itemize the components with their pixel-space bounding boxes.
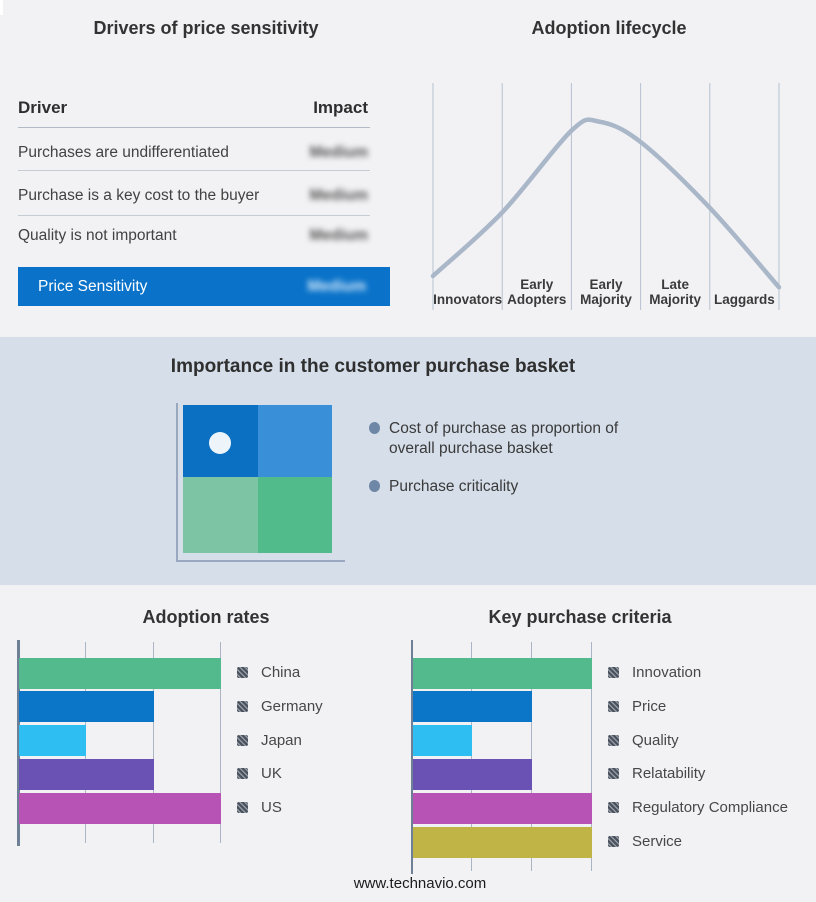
legend-item: Relatability: [608, 765, 705, 782]
legend-item: Quality: [608, 732, 679, 749]
legend-hatch-swatch-icon: [608, 667, 619, 678]
quadrant-top-right: [257, 405, 332, 477]
bullet-text: Purchase criticality: [389, 478, 519, 495]
legend-label: Japan: [261, 731, 302, 749]
legend-item: Service: [608, 833, 682, 850]
price-sensitivity-label: Price Sensitivity: [38, 277, 148, 295]
legend-hatch-swatch-icon: [608, 768, 619, 780]
adoption-curve: [430, 117, 782, 290]
price-sensitivity-row: Price Sensitivity Medium: [18, 267, 390, 306]
quadrant-bottom-left: [183, 477, 258, 553]
chart-gridline: [531, 642, 533, 871]
bar-regulatory-compliance: [412, 792, 592, 824]
legend-item: UK: [237, 765, 282, 782]
driver-row: Purchase is a key cost to the buyer Mediu…: [18, 187, 368, 205]
legend-label: Relatability: [632, 765, 706, 783]
bar-china: [19, 657, 221, 689]
stage-label-laggards: Laggards: [714, 292, 775, 307]
bar-uk: [19, 758, 154, 790]
row-divider: [18, 215, 370, 216]
bar-service: [412, 826, 592, 858]
legend-hatch-swatch-icon: [608, 700, 619, 712]
legend-hatch-swatch-icon: [237, 802, 248, 814]
bar-quality: [412, 725, 473, 757]
bar-germany: [19, 691, 154, 723]
impact-cell: Medium: [309, 187, 368, 204]
chart-gridline: [152, 642, 154, 843]
legend-item: Regulatory Compliance: [608, 799, 788, 816]
legend-item: Germany: [237, 698, 323, 715]
legend-hatch-swatch-icon: [237, 700, 248, 712]
impact-cell: Medium: [309, 227, 368, 244]
legend-label: Price: [632, 697, 667, 715]
basket-bullet-item: Cost of purchase as proportion of overal…: [369, 419, 618, 458]
website-url: www.technavio.com: [353, 875, 487, 892]
legend-label: Germany: [261, 697, 323, 715]
lifecycle-panel-title: Adoption lifecycle: [531, 18, 687, 38]
legend-label: UK: [261, 765, 282, 783]
legend-hatch-swatch-icon: [608, 836, 619, 847]
chart-gridline: [220, 642, 221, 843]
legend-label: Service: [632, 833, 683, 850]
driver-cell: Quality is not important: [18, 227, 177, 244]
bar-innovation: [412, 657, 592, 689]
quadrant-position-dot: [209, 432, 231, 454]
legend-item: Price: [608, 698, 666, 715]
driver-row: Purchases are undifferentiated Medium: [18, 144, 368, 162]
drivers-panel-title: Drivers of price sensitivity: [93, 18, 319, 38]
drivers-table-header: Driver Impact: [18, 98, 368, 118]
purchase-basket-quadrant: [183, 405, 332, 553]
adoption-rates-title: Adoption rates: [142, 607, 270, 627]
legend-item: Innovation: [608, 664, 701, 681]
driver-row: Quality is not important Medium: [18, 227, 368, 245]
stage-label-early-majority: Early Majority: [580, 277, 632, 307]
purchase-basket-band: [0, 337, 816, 585]
legend-item: Japan: [237, 732, 302, 749]
chart-y-axis: [410, 640, 413, 874]
legend-hatch-swatch-icon: [237, 768, 248, 780]
legend-label: US: [261, 799, 282, 817]
bullet-text: Cost of purchase as proportion of overal…: [389, 420, 619, 457]
stage-label-early-adopters: Early Adopters: [507, 277, 567, 307]
stage-label-innovators: Innovators: [433, 292, 503, 307]
row-divider: [18, 170, 370, 171]
bullet-dot-icon: [369, 422, 380, 434]
legend-hatch-swatch-icon: [608, 802, 619, 814]
driver-column-header: Driver: [18, 98, 68, 117]
legend-label: China: [261, 664, 301, 681]
driver-cell: Purchase is a key cost to the buyer: [18, 187, 260, 204]
legend-hatch-swatch-icon: [237, 734, 248, 746]
basket-panel-title: Importance in the customer purchase bask…: [170, 356, 576, 377]
quadrant-bottom-right: [257, 477, 332, 553]
legend-item: China: [237, 664, 300, 681]
header-underline: [18, 127, 370, 128]
impact-column-header: Impact: [313, 98, 368, 117]
legend-label: Regulatory Compliance: [632, 799, 788, 817]
stage-label-late-majority: Late Majority: [649, 277, 702, 307]
basket-bullet-item: Purchase criticality: [369, 477, 518, 497]
legend-label: Quality: [632, 731, 679, 749]
legend-label: Innovation: [632, 664, 702, 681]
legend-hatch-swatch-icon: [237, 667, 248, 678]
bar-relatability: [412, 758, 533, 790]
basket-x-axis: [176, 560, 345, 562]
impact-cell: Medium: [309, 143, 368, 161]
legend-item: US: [237, 799, 282, 816]
basket-y-axis: [176, 403, 178, 561]
bar-price: [412, 691, 533, 723]
bar-us: [19, 792, 221, 824]
chart-y-axis: [17, 640, 20, 846]
key-purchase-criteria-title: Key purchase criteria: [488, 607, 672, 627]
chart-gridline: [591, 642, 592, 871]
legend-hatch-swatch-icon: [608, 734, 619, 746]
driver-cell: Purchases are undifferentiated: [18, 143, 229, 161]
bullet-dot-icon: [369, 480, 380, 492]
chart-gridline: [471, 642, 473, 871]
bar-japan: [19, 725, 87, 757]
price-sensitivity-impact: Medium: [307, 277, 366, 295]
corner-artifact: [0, 0, 3, 15]
